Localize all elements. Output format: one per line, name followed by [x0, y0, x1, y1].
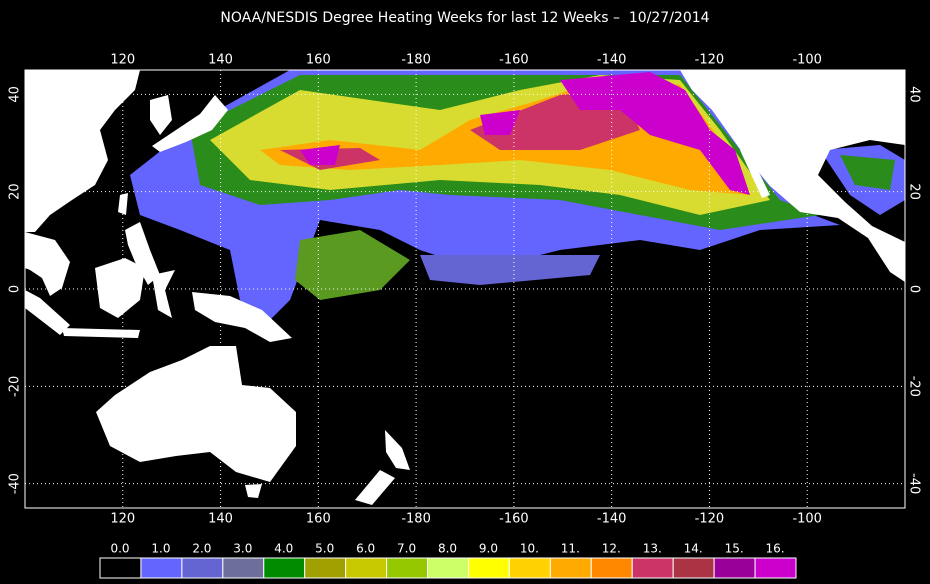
colorbar-label: 3.0	[233, 542, 252, 556]
lon-label-top: 120	[110, 53, 135, 68]
colorbar-swatch	[304, 557, 347, 579]
land-sulawesi	[152, 270, 175, 318]
lat-label-right: 40	[907, 86, 922, 103]
map-frame	[24, 69, 906, 509]
lon-label-top: -180	[401, 53, 431, 68]
heat-patch-5	[295, 230, 410, 300]
colorbar-label: 13.	[643, 542, 662, 556]
colorbar-swatch	[386, 557, 429, 579]
colorbar-label: 4.0	[274, 542, 293, 556]
land-java	[62, 328, 140, 338]
lat-label-left: 20	[8, 183, 23, 200]
colorbar-swatch	[631, 557, 674, 579]
colorbar-swatch	[99, 557, 142, 579]
lon-label-top: -140	[597, 53, 627, 68]
colorbar-label: 1.0	[151, 542, 170, 556]
land	[25, 70, 905, 505]
lat-label-right: -40	[907, 473, 922, 494]
land-new-zealand	[355, 430, 410, 505]
lon-label-bottom: -160	[499, 512, 529, 527]
colorbar-label: 9.0	[479, 542, 498, 556]
map-title: NOAA/NESDIS Degree Heating Weeks for las…	[220, 10, 709, 26]
colorbar-label: 16.	[766, 542, 785, 556]
land-korea	[150, 95, 172, 135]
colorbar-swatch	[427, 557, 469, 579]
lon-label-top: -120	[695, 53, 725, 68]
lon-label-top: 160	[306, 53, 331, 68]
lat-label-right: 0	[907, 285, 922, 293]
heat-patch-11	[560, 72, 750, 195]
lon-label-top: -100	[792, 53, 822, 68]
lon-label-top: -160	[499, 53, 529, 68]
heat-patch-13	[300, 145, 340, 165]
colorbar-swatch	[590, 557, 633, 579]
lon-label-bottom: -180	[401, 512, 431, 527]
heat-patch-3	[420, 255, 600, 285]
colorbar-swatch	[713, 557, 756, 579]
colorbar: 0.0 1.0 2.0 3.0 4.0 5.0 6.0 7.0 8.0 9.0 10. 11. 12. 1…	[99, 542, 797, 579]
heat-patch-6	[840, 155, 895, 190]
lat-label-left: -40	[8, 473, 23, 494]
colorbar-swatch	[263, 557, 306, 579]
lat-label-left: 40	[8, 86, 23, 103]
colorbar-swatch	[754, 557, 797, 579]
tick-labels: 120 120 140 140 160 160 -180 -180 -160 -160 -140 -1…	[8, 53, 922, 527]
land-taiwan	[118, 193, 128, 215]
lon-label-bottom: -100	[792, 512, 822, 527]
land-indochina	[25, 232, 70, 296]
lat-label-right: -20	[907, 376, 922, 397]
colorbar-label: 0.0	[110, 542, 129, 556]
colorbar-swatch	[181, 557, 224, 579]
heat-patch-12	[480, 110, 520, 135]
colorbar-swatch	[549, 557, 592, 579]
lon-label-bottom: 120	[110, 512, 135, 527]
heat-field	[130, 70, 905, 320]
lon-label-bottom: -140	[597, 512, 627, 527]
colorbar-label: 15.	[725, 542, 744, 556]
colorbar-swatch	[508, 557, 551, 579]
land-japan	[152, 95, 228, 152]
colorbar-swatch	[672, 557, 715, 579]
land-new-guinea	[192, 292, 292, 342]
lon-label-bottom: 160	[306, 512, 331, 527]
land-philippines	[125, 222, 160, 285]
colorbar-label: 10.	[520, 542, 539, 556]
land-borneo	[95, 258, 145, 318]
colorbar-label: 6.0	[356, 542, 375, 556]
colorbar-label: 11.	[561, 542, 580, 556]
land-tasmania	[245, 484, 262, 498]
land-sumatra	[25, 290, 70, 335]
colorbar-label: 5.0	[315, 542, 334, 556]
lat-label-right: 20	[907, 183, 922, 200]
lat-label-left: 0	[8, 285, 23, 293]
colorbar-label: 8.0	[438, 542, 457, 556]
colorbar-swatch	[467, 557, 510, 579]
colorbar-label: 7.0	[397, 542, 416, 556]
colorbar-label: 2.0	[192, 542, 211, 556]
land-north-america	[680, 70, 905, 282]
lat-label-left: -20	[8, 376, 23, 397]
lon-label-top: 140	[208, 53, 233, 68]
graticule	[25, 70, 905, 508]
colorbar-swatch	[140, 557, 183, 579]
land-australia	[96, 346, 296, 482]
lon-label-bottom: 140	[208, 512, 233, 527]
colorbar-label: 12.	[602, 542, 621, 556]
colorbar-swatch	[345, 557, 388, 579]
land-baja	[740, 150, 770, 198]
colorbar-swatch	[222, 557, 265, 579]
lon-label-bottom: -120	[695, 512, 725, 527]
colorbar-label: 14.	[684, 542, 703, 556]
